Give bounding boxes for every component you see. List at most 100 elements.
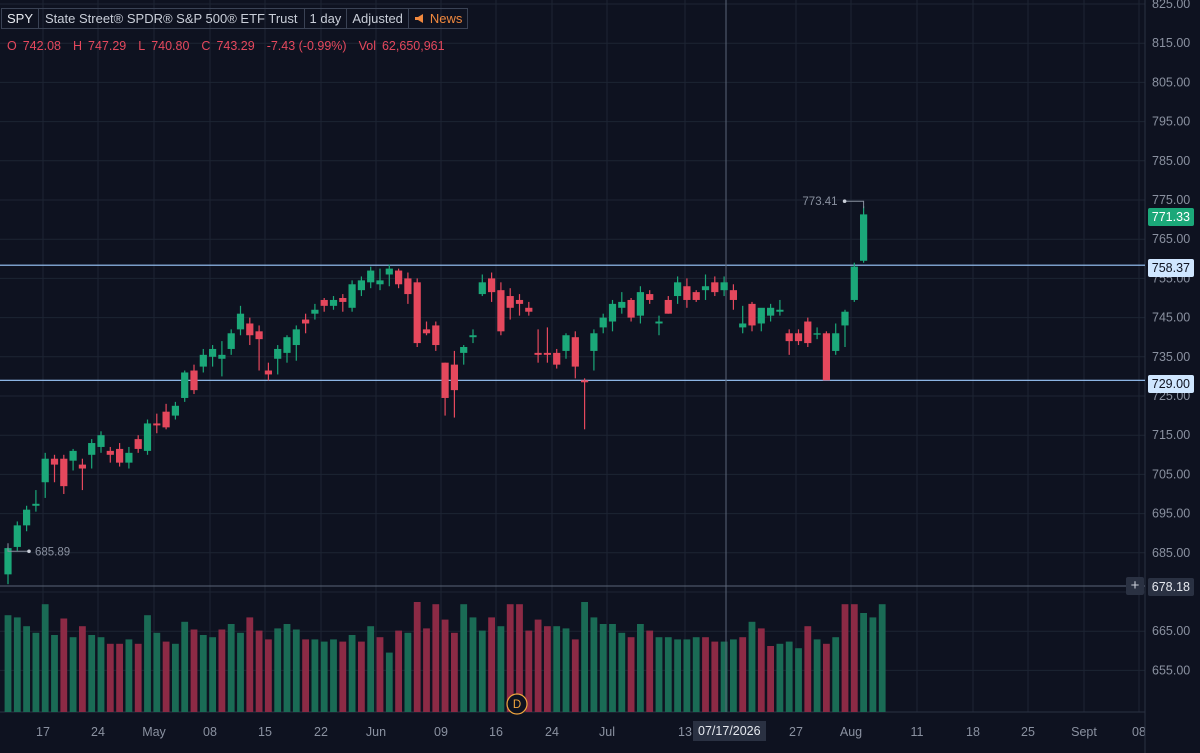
candle-body <box>209 348 217 357</box>
candle-body <box>776 309 784 312</box>
volume-bar <box>692 637 700 712</box>
dividend-marker <box>506 693 528 715</box>
dividend-marker-label: D <box>513 699 521 711</box>
high-annotation: 773.41 <box>802 196 837 208</box>
candle-body <box>534 352 542 355</box>
candle-body <box>720 282 728 291</box>
volume-bar <box>227 624 235 712</box>
volume-bar <box>451 632 458 712</box>
candle-body <box>283 337 291 353</box>
candle-body <box>88 443 96 455</box>
ohlc-readout: O 742.08 H 747.29 L 740.80 C 743.29 -7.43 (-… <box>7 39 445 53</box>
x-tick-label: 17 <box>36 725 50 739</box>
volume-bar <box>255 630 263 712</box>
y-tick-label: 715.00 <box>1152 428 1190 442</box>
candle-body <box>515 299 524 304</box>
volume-bar <box>23 626 30 712</box>
candle-body <box>813 333 821 335</box>
x-tick-label: 24 <box>545 725 559 739</box>
volume-bar <box>627 637 635 712</box>
volume-bar <box>702 637 709 712</box>
volume-bar <box>172 643 179 712</box>
volume-bar <box>339 641 347 712</box>
volume-bar <box>376 637 384 712</box>
candle-body <box>171 405 179 416</box>
candle-body <box>106 450 114 455</box>
add-alert-button[interactable]: + <box>1126 577 1144 595</box>
volume-bar <box>590 617 598 712</box>
candle-body <box>143 423 152 451</box>
x-tick-label: 22 <box>314 725 328 739</box>
lower-line-tag[interactable]: 729.00 <box>1147 375 1194 393</box>
upper-line-tag[interactable]: 758.37 <box>1147 259 1194 277</box>
volume-bar <box>106 643 114 712</box>
candle-body <box>153 423 161 426</box>
candle-body <box>264 370 272 375</box>
volume-bar <box>832 637 840 712</box>
volume-bar <box>478 630 486 712</box>
candle-body <box>841 311 849 326</box>
crosshair-price-tag: 678.18 <box>1147 578 1194 596</box>
volume-bar <box>69 637 77 712</box>
candle-body <box>302 319 310 324</box>
y-tick-label: 775.00 <box>1152 193 1190 207</box>
candle-body <box>60 458 68 487</box>
chart-header: SPY State Street® SPDR® S&P 500® ETF Tru… <box>0 7 469 29</box>
x-tick-label: 13 <box>678 725 692 739</box>
x-tick-label: 09 <box>434 725 448 739</box>
candle-body <box>497 290 505 332</box>
volume-bar <box>599 624 607 712</box>
candle-body <box>357 280 365 291</box>
y-tick-label: 785.00 <box>1152 154 1190 168</box>
x-tick-label: 08 <box>203 725 217 739</box>
volume-bar <box>153 632 161 712</box>
y-tick-label: 695.00 <box>1152 507 1190 521</box>
x-tick-label: Jun <box>366 725 386 739</box>
volume-bar <box>469 617 477 712</box>
candle-body <box>822 333 830 381</box>
candle-body <box>13 525 21 547</box>
volume-bar <box>850 604 858 712</box>
volume-bar <box>199 635 207 712</box>
x-tick-label: Aug <box>840 725 862 739</box>
low-marker-line <box>7 543 28 552</box>
candle-body <box>739 323 747 328</box>
volume-bar <box>88 635 96 712</box>
volume-bar <box>60 618 68 712</box>
volume-bar <box>553 626 561 712</box>
volume-bar <box>571 639 579 712</box>
candle-body <box>395 270 403 285</box>
volume-bar <box>367 626 375 712</box>
y-tick-label: 705.00 <box>1152 467 1190 481</box>
volume-bar <box>246 617 254 712</box>
volume-bar <box>711 641 719 712</box>
candle-body <box>860 214 868 261</box>
candle-body <box>571 337 579 367</box>
candle-body <box>804 321 812 344</box>
candle-body <box>450 364 458 391</box>
volume-bar <box>516 604 523 712</box>
candle-body <box>162 411 170 428</box>
candle-body <box>785 333 793 342</box>
candle-body <box>432 325 440 346</box>
volume-bar <box>646 630 654 712</box>
candle-body <box>701 286 710 291</box>
volume-bar <box>265 639 272 712</box>
volume-bar <box>320 641 328 712</box>
x-tick-label: Jul <box>599 725 615 739</box>
interval-button[interactable]: 1 day <box>304 7 348 29</box>
volume-bar <box>869 617 877 712</box>
news-button[interactable]: News <box>408 7 469 29</box>
x-tick-label: 25 <box>1021 725 1035 739</box>
x-tick-label: 08 <box>1132 725 1146 739</box>
volume-bar <box>804 626 812 712</box>
candle-body <box>125 452 133 463</box>
candle-body <box>236 313 245 330</box>
high-marker-dot <box>842 199 847 204</box>
symbol-button[interactable]: SPY <box>1 7 40 29</box>
volume-bar <box>162 641 170 712</box>
adjusted-button[interactable]: Adjusted <box>347 7 409 29</box>
security-name: State Street® SPDR® S&P 500® ETF Trust <box>39 7 305 29</box>
x-tick-label: 15 <box>258 725 272 739</box>
